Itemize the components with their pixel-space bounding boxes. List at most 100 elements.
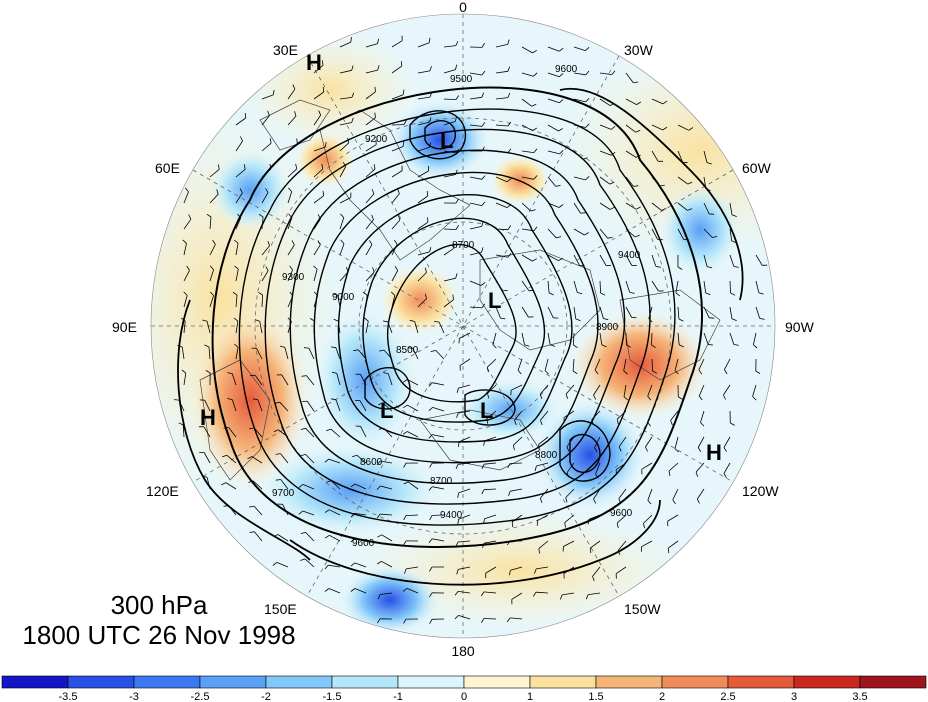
wind-barb-flag — [524, 344, 530, 347]
wind-barb-shaft — [432, 434, 445, 438]
wind-barb-flag — [212, 239, 216, 245]
wind-barb-shaft — [365, 43, 378, 48]
wind-barb-shaft — [703, 176, 707, 189]
wind-barb-flag — [455, 224, 460, 230]
wind-barb-shaft — [540, 410, 549, 421]
contour-label: 9400 — [440, 510, 463, 521]
wind-barb-flag — [352, 454, 358, 458]
wind-barb-shaft — [599, 72, 612, 75]
wind-barb-flag — [507, 148, 512, 153]
wind-barb-shaft — [391, 193, 400, 204]
wind-barb-shaft — [469, 306, 483, 309]
wind-barb-shaft — [703, 228, 713, 238]
wind-barb-shaft — [599, 228, 609, 239]
wind-barb-flag — [534, 568, 537, 574]
wind-barb-flag — [428, 382, 433, 387]
wind-barb-flag — [532, 49, 538, 54]
wind-barb-flag — [609, 181, 615, 185]
wind-barb-flag — [244, 112, 247, 119]
wind-barb-flag — [610, 151, 616, 156]
wind-barb-shaft — [391, 65, 403, 74]
wind-barb-shaft — [417, 147, 430, 152]
wind-barb-flag — [609, 102, 615, 106]
wind-barb-shaft — [573, 176, 586, 181]
wind-barb-shaft — [495, 176, 508, 183]
wind-barb-shaft — [383, 349, 393, 360]
wind-barb-shaft — [414, 321, 419, 334]
wind-barb-shaft — [641, 540, 653, 548]
wind-barb-flag — [507, 225, 512, 230]
wind-barb-shaft — [651, 98, 664, 105]
wind-barb-shaft — [235, 347, 239, 360]
wind-barb-flag — [301, 375, 307, 377]
wind-barb-flag — [181, 369, 187, 374]
wind-barb-shaft — [182, 424, 185, 438]
wind-barb-flag — [300, 532, 306, 534]
wind-barb-shaft — [647, 384, 653, 397]
wind-barb-shaft — [547, 332, 551, 345]
wind-barb-shaft — [417, 96, 430, 100]
wind-barb-shaft — [703, 332, 709, 345]
wind-barb-flag — [483, 518, 485, 524]
wind-barb-flag — [321, 163, 324, 169]
wind-barb-shaft — [302, 510, 315, 516]
wind-barb-shaft — [537, 514, 549, 522]
wind-barb-flag — [455, 64, 458, 70]
wind-barb-flag — [533, 175, 538, 180]
longitude-label: 60W — [742, 160, 772, 176]
wind-barb-flag — [457, 492, 459, 498]
wind-barb-shaft — [235, 294, 238, 308]
wind-barb-shaft — [458, 488, 471, 494]
wind-barb-shaft — [573, 124, 586, 128]
contour-label: 9700 — [272, 488, 295, 499]
wind-barb-flag — [402, 588, 408, 592]
wind-barb-flag — [317, 214, 321, 220]
wind-barb-flag — [687, 208, 693, 211]
wind-barb-shaft — [483, 488, 497, 491]
wind-barb-shaft — [521, 72, 534, 77]
wind-barb-shaft — [432, 538, 445, 542]
wind-barb-shaft — [339, 69, 352, 74]
wind-barb-shaft — [254, 531, 263, 542]
wind-barb-flag — [594, 447, 598, 453]
wind-barb-flag — [204, 344, 210, 348]
wind-barb-shaft — [435, 350, 445, 360]
wind-barb-shaft — [625, 124, 636, 133]
wind-barb-flag — [379, 349, 385, 352]
wind-barb-flag — [481, 70, 486, 76]
wind-barb-flag — [369, 240, 373, 245]
wind-barb-shaft — [484, 436, 497, 442]
wind-barb-flag — [593, 498, 597, 504]
wind-barb-flag — [429, 566, 433, 572]
wind-barb-flag — [377, 618, 381, 624]
wind-barb-flag — [753, 344, 758, 349]
wind-barb-shaft — [495, 202, 508, 208]
wind-barb-shaft — [617, 540, 627, 551]
wind-barb-shaft — [209, 168, 220, 178]
wind-barb-shaft — [408, 481, 419, 490]
wind-barb-shaft — [391, 219, 401, 230]
wind-barb-flag — [659, 184, 665, 187]
wind-barb-shaft — [755, 254, 763, 266]
wind-barb-shaft — [380, 592, 393, 595]
wind-barb-flag — [452, 294, 454, 300]
wind-barb-flag — [532, 127, 538, 132]
wind-barb-flag — [429, 619, 433, 624]
wind-barb-shaft — [538, 436, 549, 445]
wind-barb-shaft — [339, 122, 352, 126]
wind-barb-shaft — [458, 615, 471, 620]
wind-barb-shaft — [381, 534, 393, 542]
wind-barb-flag — [342, 161, 347, 167]
wind-barb-shaft — [599, 124, 612, 130]
wind-barb-flag — [351, 65, 354, 71]
wind-barb-flag — [429, 117, 432, 123]
wind-barb-shaft — [365, 219, 374, 230]
wind-barb-shaft — [723, 384, 731, 396]
wind-barb-flag — [528, 289, 534, 292]
wind-barb-flag — [243, 164, 246, 170]
wind-barb-flag — [254, 319, 260, 322]
wind-barb-shaft — [651, 176, 661, 187]
wind-barb-flag — [429, 142, 431, 148]
wind-barb-flag — [651, 344, 656, 349]
wind-barb-shaft — [354, 537, 367, 542]
